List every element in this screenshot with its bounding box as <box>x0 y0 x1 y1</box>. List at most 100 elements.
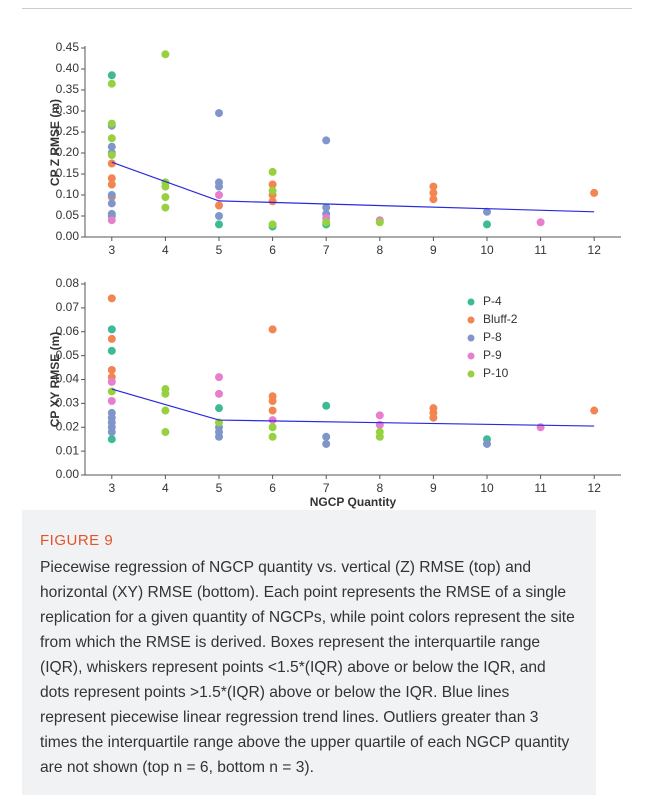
data-point <box>268 220 277 229</box>
data-point <box>161 182 170 191</box>
data-point <box>107 216 116 225</box>
x-tick-label: 12 <box>588 481 602 495</box>
x-tick-label: 5 <box>216 481 223 495</box>
data-point <box>107 325 116 334</box>
data-point <box>322 401 331 410</box>
y-tick-label: 0.05 <box>56 208 80 222</box>
data-point <box>107 377 116 386</box>
data-point <box>429 413 438 422</box>
data-point <box>107 365 116 374</box>
data-point <box>107 159 116 168</box>
legend-label: Bluff-2 <box>483 312 518 326</box>
x-tick-label: 4 <box>162 243 169 257</box>
data-point <box>268 197 277 206</box>
data-point <box>215 109 223 118</box>
legend-marker <box>467 370 475 378</box>
data-point <box>161 50 170 59</box>
data-point <box>161 428 170 437</box>
data-point <box>161 193 170 202</box>
data-point <box>375 411 384 420</box>
x-tick-label: 6 <box>269 243 276 257</box>
y-tick-label: 0.15 <box>56 166 80 180</box>
x-tick-label: 3 <box>108 243 115 257</box>
data-point <box>107 199 116 208</box>
data-point <box>590 188 599 197</box>
data-point <box>322 218 331 227</box>
data-point <box>215 404 223 413</box>
y-tick-label: 0.02 <box>56 419 80 433</box>
data-point <box>268 423 277 432</box>
data-point <box>215 182 223 191</box>
y-tick-label: 0.00 <box>56 467 80 481</box>
data-point <box>215 212 223 220</box>
data-point <box>429 195 438 204</box>
data-point <box>215 191 223 199</box>
x-tick-label: 11 <box>534 481 547 495</box>
x-tick-label: 11 <box>534 243 547 257</box>
x-tick-label: 12 <box>588 243 602 257</box>
data-point <box>107 174 116 183</box>
data-point <box>268 186 277 195</box>
legend-label: P-8 <box>483 330 502 344</box>
data-point <box>107 79 116 88</box>
data-point <box>215 373 223 382</box>
y-tick-label: 0.03 <box>56 396 80 410</box>
data-point <box>536 423 545 432</box>
trend-line <box>111 161 595 213</box>
legend-marker <box>467 316 475 324</box>
x-tick-label: 10 <box>480 243 494 257</box>
data-point <box>107 151 116 160</box>
data-point <box>215 432 223 441</box>
data-point <box>268 432 277 441</box>
legend-label: P-10 <box>483 366 509 380</box>
data-point <box>429 188 438 197</box>
data-point <box>322 203 331 212</box>
data-point <box>107 142 116 151</box>
y-tick-label: 0.40 <box>56 61 80 75</box>
y-tick-label: 0.07 <box>56 300 80 314</box>
trend-line <box>111 388 595 427</box>
data-point <box>107 428 116 437</box>
x-tick-label: 4 <box>162 481 169 495</box>
data-point <box>483 207 491 216</box>
y-tick-label: 0.00 <box>56 229 80 243</box>
data-point <box>268 396 277 405</box>
x-tick-label: 9 <box>430 243 437 257</box>
data-point <box>107 346 116 355</box>
divider <box>22 8 632 9</box>
data-point <box>268 325 277 334</box>
data-point <box>107 209 116 218</box>
data-point <box>375 218 384 227</box>
data-point <box>161 406 170 415</box>
data-point <box>268 406 277 415</box>
x-tick-label: 9 <box>430 481 437 495</box>
data-point <box>268 180 277 189</box>
legend-marker <box>467 352 475 360</box>
data-point <box>215 220 223 229</box>
data-point <box>268 416 277 425</box>
figure-caption: Piecewise regression of NGCP quantity vs… <box>40 559 575 776</box>
legend-marker <box>467 334 475 342</box>
y-tick-label: 0.06 <box>56 324 80 338</box>
y-tick-label: 0.30 <box>56 103 80 117</box>
x-tick-label: 7 <box>323 243 330 257</box>
x-tick-label: 3 <box>108 481 115 495</box>
data-point <box>483 439 491 448</box>
x-tick-label: 8 <box>376 481 383 495</box>
data-point <box>536 218 545 227</box>
y-axis-label: CP XY RMSE (m) <box>48 332 62 428</box>
data-point <box>107 134 116 143</box>
data-point <box>161 389 170 398</box>
figure: 0.00 0.05 0.10 0.15 0.20 0.25 0.30 0.35 0.40 0.45… <box>48 40 621 509</box>
legend-label: P-4 <box>483 294 502 308</box>
data-point <box>107 180 116 189</box>
y-tick-label: 0.08 <box>56 276 80 290</box>
y-tick-label: 0.10 <box>56 187 80 201</box>
data-point <box>107 435 116 444</box>
data-point <box>590 406 599 415</box>
data-point <box>107 396 116 405</box>
data-point <box>215 389 223 398</box>
y-tick-label: 0.01 <box>56 443 80 457</box>
legend-label: P-9 <box>483 348 502 362</box>
